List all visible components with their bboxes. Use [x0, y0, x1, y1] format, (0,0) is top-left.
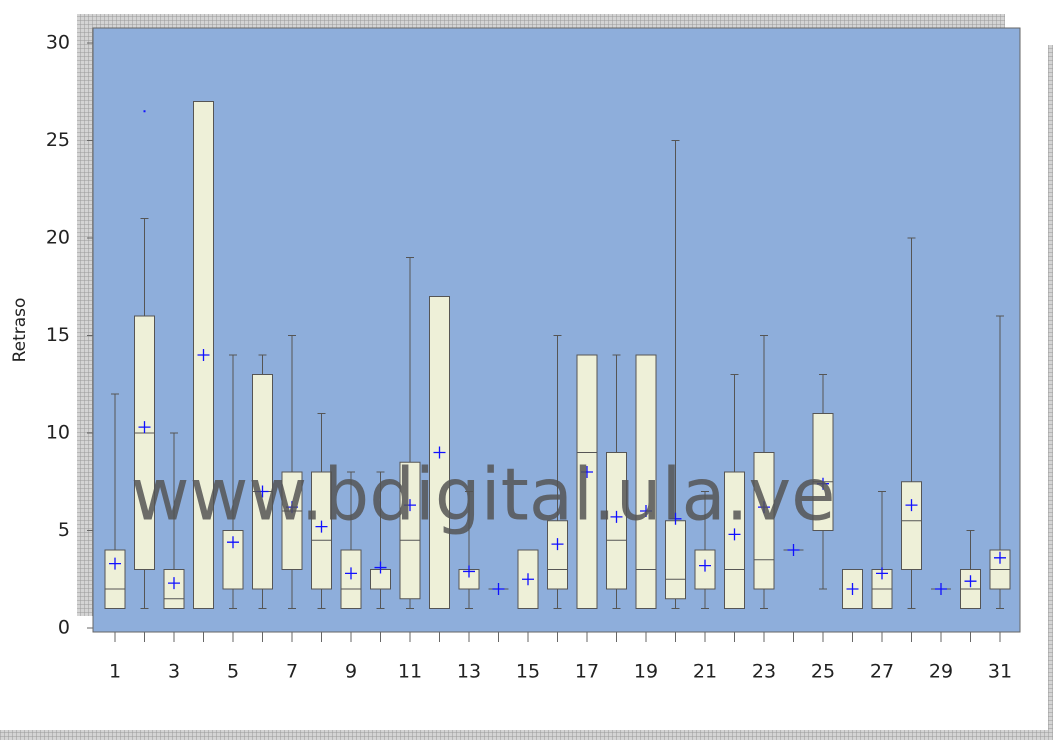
mean-marker [964, 575, 977, 588]
x-tick-label: 31 [988, 661, 1012, 683]
mean-marker [610, 510, 623, 523]
box [281, 471, 303, 570]
box [104, 549, 126, 609]
x-tick-label: 3 [168, 661, 180, 683]
mean-marker [905, 499, 918, 512]
x-tick-label: 19 [634, 661, 658, 683]
mean-marker [374, 561, 387, 574]
mean-marker [699, 559, 711, 572]
x-tick-label: 21 [693, 661, 717, 683]
x-tick-label: 15 [516, 661, 540, 683]
frame [0, 730, 1053, 740]
mean-marker [728, 528, 741, 541]
box [576, 354, 598, 609]
x-tick-label: 27 [870, 661, 894, 683]
y-tick-label: 5 [58, 519, 70, 541]
x-tick-label: 13 [457, 661, 481, 683]
mean-marker [227, 536, 239, 549]
mean-marker [551, 538, 564, 551]
frame [77, 14, 93, 616]
mean-marker [787, 544, 800, 556]
box [134, 315, 155, 570]
box [812, 413, 834, 531]
mean-marker [492, 583, 505, 595]
watermark: www.bdigital.ula.ve [131, 453, 836, 537]
y-tick-label: 20 [46, 227, 70, 249]
box [635, 354, 657, 609]
x-tick-label: 11 [398, 661, 422, 683]
mean-marker [433, 446, 446, 459]
mean-marker [315, 520, 328, 533]
x-tick-label: 23 [752, 661, 776, 683]
y-tick-label: 15 [46, 324, 70, 346]
y-tick-label: 30 [46, 32, 70, 54]
box [252, 374, 273, 590]
y-axis-title: Retraso [10, 298, 30, 363]
y-tick-label: 10 [46, 422, 70, 444]
outlier [143, 110, 146, 113]
mean-marker [286, 501, 298, 514]
x-tick-label: 5 [227, 661, 239, 683]
box [399, 461, 421, 600]
mean-marker [640, 505, 652, 517]
box [901, 481, 922, 570]
mean-marker [109, 557, 121, 570]
mean-marker [256, 485, 269, 498]
mean-marker [168, 577, 180, 590]
mean-marker [463, 565, 475, 578]
x-tick-label: 17 [575, 661, 599, 683]
y-tick-label: 25 [46, 129, 70, 151]
mean-marker [994, 551, 1006, 564]
mean-marker [404, 499, 416, 512]
x-tick-label: 7 [286, 661, 298, 683]
box [753, 452, 775, 590]
mean-marker [197, 349, 210, 361]
x-tick-label: 29 [929, 661, 953, 683]
mean-marker [345, 567, 357, 580]
mean-marker [669, 512, 682, 525]
mean-marker [138, 421, 151, 434]
frame [1048, 45, 1053, 735]
x-tick-label: 25 [811, 661, 835, 683]
mean-marker [581, 466, 593, 478]
mean-marker [758, 501, 770, 514]
x-tick-label: 1 [109, 661, 121, 683]
mean-marker [876, 567, 888, 580]
mean-marker [935, 583, 947, 595]
y-tick-label: 0 [58, 617, 70, 639]
frame [77, 14, 1005, 28]
box [547, 520, 568, 590]
mean-marker [522, 573, 534, 586]
x-tick-label: 9 [345, 661, 357, 683]
mean-marker [846, 583, 859, 595]
mean-marker [817, 477, 829, 490]
